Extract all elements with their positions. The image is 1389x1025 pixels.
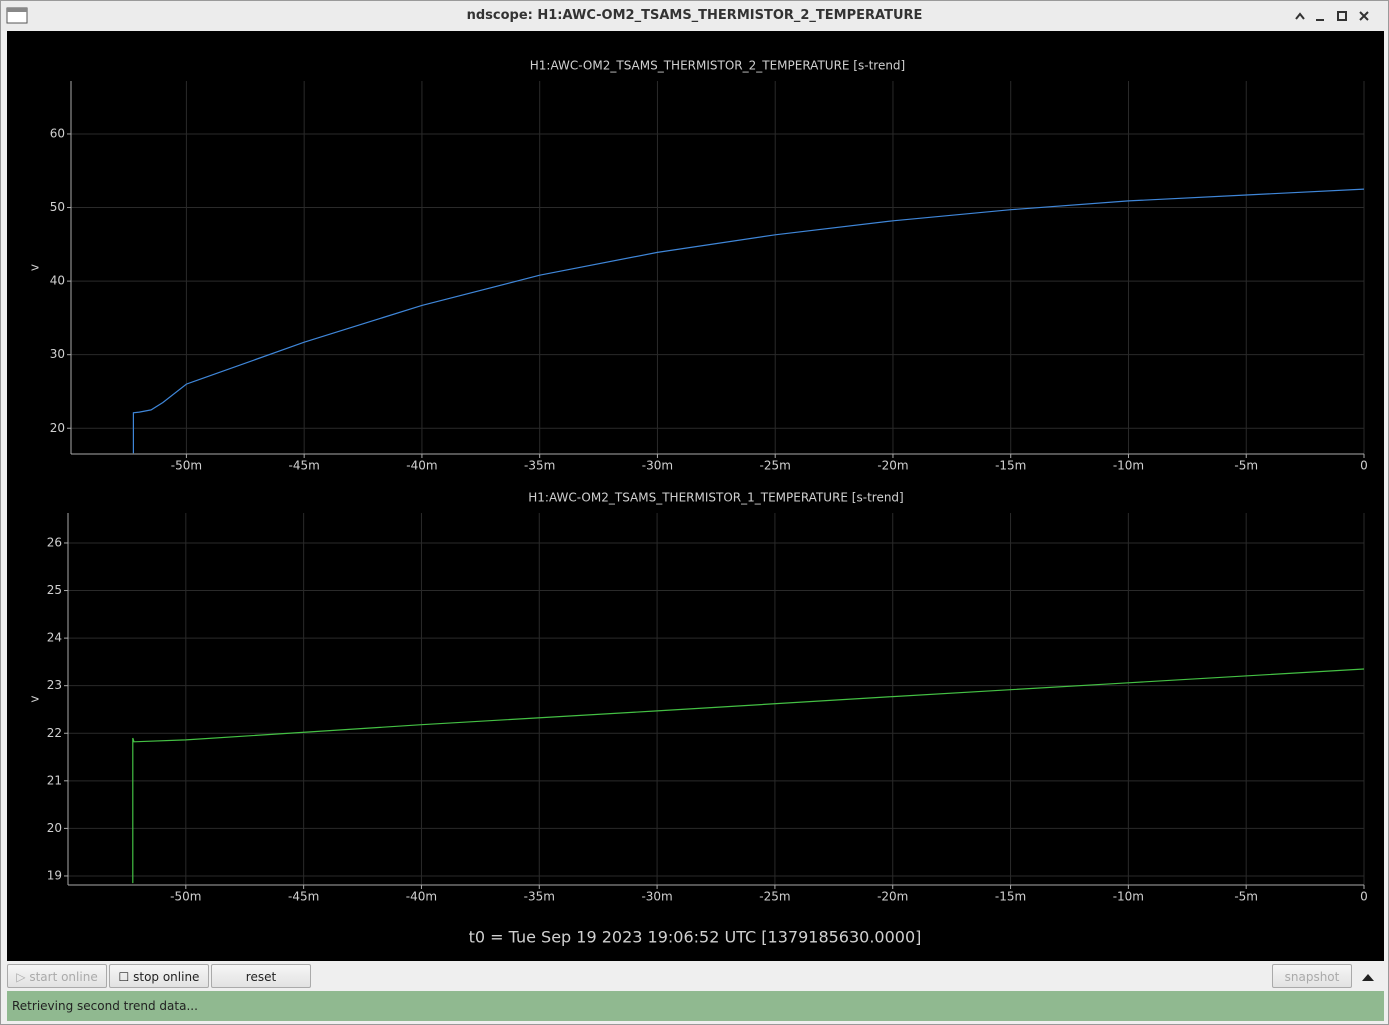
- x-tick-label: -20m: [877, 890, 908, 904]
- x-tick-label: -5m: [1234, 459, 1258, 473]
- y-axis-label: v: [28, 264, 42, 271]
- x-tick-label: -45m: [289, 459, 320, 473]
- start-online-button[interactable]: ▷ start online: [7, 964, 107, 988]
- x-tick-label: -15m: [995, 890, 1026, 904]
- x-tick-label: -15m: [995, 459, 1026, 473]
- y-axis-label: v: [28, 695, 42, 702]
- y-tick-label: 24: [47, 631, 62, 645]
- y-tick-label: 19: [47, 868, 62, 882]
- data-line: [132, 188, 1365, 454]
- y-tick-label: 23: [47, 678, 62, 692]
- chart-title: H1:AWC-OM2_TSAMS_THERMISTOR_1_TEMPERATUR…: [528, 491, 903, 505]
- y-tick-label: 26: [47, 535, 62, 549]
- y-tick-label: 22: [47, 726, 62, 740]
- plot-area: t0 = Tue Sep 19 2023 19:06:52 UTC [13791…: [7, 31, 1384, 961]
- x-tick-label: -20m: [877, 459, 908, 473]
- x-tick-label: 0: [1360, 459, 1368, 473]
- x-tick-label: -25m: [760, 459, 791, 473]
- chart-title: H1:AWC-OM2_TSAMS_THERMISTOR_2_TEMPERATUR…: [530, 59, 905, 73]
- y-tick-label: 60: [50, 126, 65, 140]
- x-tick-label: -35m: [524, 890, 555, 904]
- status-text: Retrieving second trend data...: [12, 999, 198, 1013]
- t0-label: t0 = Tue Sep 19 2023 19:06:52 UTC [13791…: [469, 928, 922, 947]
- x-tick-label: -30m: [642, 459, 673, 473]
- x-tick-label: -25m: [759, 890, 790, 904]
- x-tick-label: -45m: [288, 890, 319, 904]
- y-tick-label: 21: [47, 773, 62, 787]
- x-tick-label: -5m: [1234, 890, 1258, 904]
- y-tick-label: 40: [50, 274, 65, 288]
- y-tick-label: 20: [50, 421, 65, 435]
- button-label: stop online: [133, 970, 200, 984]
- expand-button[interactable]: [1358, 967, 1378, 987]
- x-tick-label: -50m: [171, 459, 202, 473]
- x-tick-label: 0: [1360, 890, 1368, 904]
- x-tick-label: -50m: [170, 890, 201, 904]
- plot-background: [7, 31, 1384, 961]
- y-tick-label: 50: [50, 200, 65, 214]
- x-tick-label: -40m: [406, 459, 437, 473]
- x-tick-label: -30m: [641, 890, 672, 904]
- title-bar: ndscope: H1:AWC-OM2_TSAMS_THERMISTOR_2_T…: [1, 1, 1388, 31]
- button-label: start online: [29, 970, 98, 984]
- stop-online-button[interactable]: ☐ stop online: [109, 964, 209, 988]
- window-icon: [6, 7, 28, 24]
- status-bar: Retrieving second trend data...: [7, 991, 1384, 1021]
- x-tick-label: -35m: [524, 459, 555, 473]
- reset-button[interactable]: reset: [211, 964, 311, 988]
- window-controls[interactable]: [1292, 6, 1382, 26]
- y-tick-label: 25: [47, 583, 62, 597]
- data-line: [132, 668, 1365, 884]
- y-tick-label: 30: [50, 347, 65, 361]
- window-title: ndscope: H1:AWC-OM2_TSAMS_THERMISTOR_2_T…: [466, 8, 923, 23]
- x-tick-label: -10m: [1113, 459, 1144, 473]
- x-tick-label: -40m: [406, 890, 437, 904]
- y-tick-label: 20: [47, 821, 62, 835]
- snapshot-button[interactable]: snapshot: [1272, 964, 1352, 988]
- x-tick-label: -10m: [1113, 890, 1144, 904]
